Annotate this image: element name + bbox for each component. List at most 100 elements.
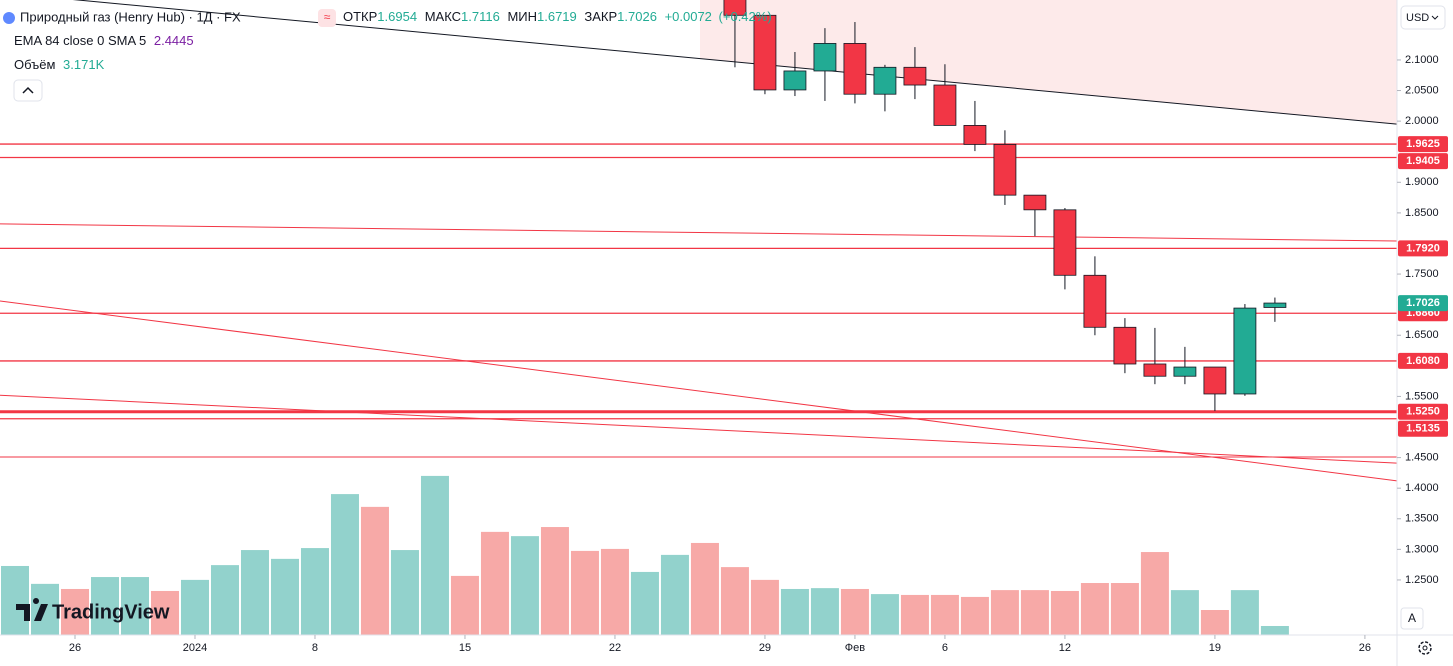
candle-body [1233,307,1257,395]
volume-bar [870,594,899,635]
x-tick-label: 22 [609,642,621,654]
volume-bar [360,506,389,635]
volume-bar [990,590,1019,635]
price-level-label: 1.9625 [1406,138,1440,150]
x-tick-label: 6 [942,642,948,654]
volume-bar [1230,590,1259,635]
volume-bar [390,550,419,635]
candle-body [813,43,837,72]
volume-bar [1080,583,1109,635]
close-label: ЗАКР [584,9,617,24]
trendline [0,300,1397,482]
logo-text: TradingView [52,601,170,623]
price-level-label: 1.5250 [1406,406,1440,418]
volume-bar [600,548,629,635]
candle-body [753,14,777,91]
settings-button[interactable] [1418,641,1432,655]
close-value: 1.7026 [617,9,657,24]
volume-bar [420,475,449,635]
y-tick-label: 1.4500 [1405,451,1439,463]
volume-bar [120,577,149,635]
price-level-label: 1.9405 [1406,155,1440,167]
open-label: ОТКР [343,9,377,24]
volume-bar [510,536,539,635]
logo-mark [16,597,48,621]
settings-icon-core [1422,645,1428,651]
y-tick-label: 1.4000 [1405,482,1439,494]
candle-body [903,66,927,86]
volume-bar [540,527,569,635]
volume-bar [780,588,809,635]
trendline [72,0,1397,125]
volume-bar [0,565,29,635]
y-tick-label: 2.1000 [1405,54,1439,66]
x-tick-label: 12 [1059,642,1071,654]
volume-bar [1020,590,1049,635]
y-tick-label: 1.7500 [1405,268,1439,280]
low-value: 1.6719 [537,9,577,24]
y-tick-label: 1.2500 [1405,574,1439,586]
symbol-icon [3,12,15,24]
volume-bar [1110,583,1139,635]
indicator-value: 2.4445 [154,33,194,48]
currency-dropdown[interactable] [1400,5,1446,30]
volume-bar [750,579,779,635]
price-level-badge [1398,352,1448,369]
candle-body [1203,366,1227,395]
volume-bar [450,575,479,635]
ohlc-legend: ОТКР1.6954 МАКС1.7116 МИН1.6719 ЗАКР1.70… [343,9,772,24]
candle-body [1053,209,1077,276]
compare-glyph: ≈ [324,10,331,24]
candle-body [1023,194,1047,211]
current-price-label: 1.7026 [1406,297,1440,309]
change-percent: (+0.42%) [719,9,772,24]
tradingview-logo: TradingView [16,597,170,623]
x-tick-label: 29 [759,642,771,654]
current-price-badge [1398,295,1448,312]
x-tick-label: 15 [459,642,471,654]
volume-bar [1260,625,1289,635]
y-tick-label: 1.6500 [1405,329,1439,341]
candle-body [783,70,807,91]
x-tick-label: 2024 [183,642,207,654]
candle-body [1143,363,1167,377]
axes: 2.1000 2.0500 2.0000 1.9000 1.8500 1.7500 1.65… [69,54,1448,654]
volume-bar [1200,610,1229,635]
dropdown-arrow [1431,15,1439,20]
auto-scale-button[interactable] [1400,607,1424,630]
change-value: +0.0072 [665,9,712,24]
high-label: МАКС [425,9,461,24]
volume-bar [810,588,839,635]
trendline [0,394,1397,464]
candle-body [963,125,987,145]
candle-body [1263,302,1287,308]
volume-bar [660,554,689,635]
collapse-button[interactable] [13,79,43,102]
y-tick-label: 1.9000 [1405,176,1439,188]
price-level-badge [1398,153,1448,170]
price-level-badge [1398,136,1448,153]
y-tick-label: 1.3500 [1405,513,1439,525]
volume-legend: Объём 3.171K [14,57,105,72]
compare-icon[interactable] [318,9,336,27]
y-tick-label: 2.0500 [1405,84,1439,96]
volume-bar [210,565,239,635]
volume-bar [570,550,599,635]
volume-label: Объём [14,57,55,72]
x-tick-label: Фев [845,642,865,654]
open-value: 1.6954 [377,9,417,24]
price-level-label: 1.6080 [1406,355,1440,367]
symbol-title[interactable]: Природный газ (Henry Hub) · 1Д · FX [20,9,241,24]
volume-bar [480,531,509,635]
volume-bar [240,550,269,635]
x-tick-label: 26 [1359,642,1371,654]
volume-bar [960,596,989,635]
volume-bar [720,567,749,635]
y-tick-label: 1.8500 [1405,207,1439,219]
price-level-badge [1398,420,1448,437]
plot-area [0,0,1397,635]
candle-body [1173,366,1197,377]
volume-bar [330,494,359,635]
x-tick-label: 8 [312,642,318,654]
low-label: МИН [507,9,537,24]
